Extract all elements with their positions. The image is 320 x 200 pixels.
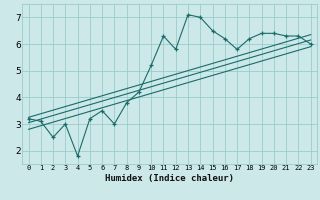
- X-axis label: Humidex (Indice chaleur): Humidex (Indice chaleur): [105, 174, 234, 183]
